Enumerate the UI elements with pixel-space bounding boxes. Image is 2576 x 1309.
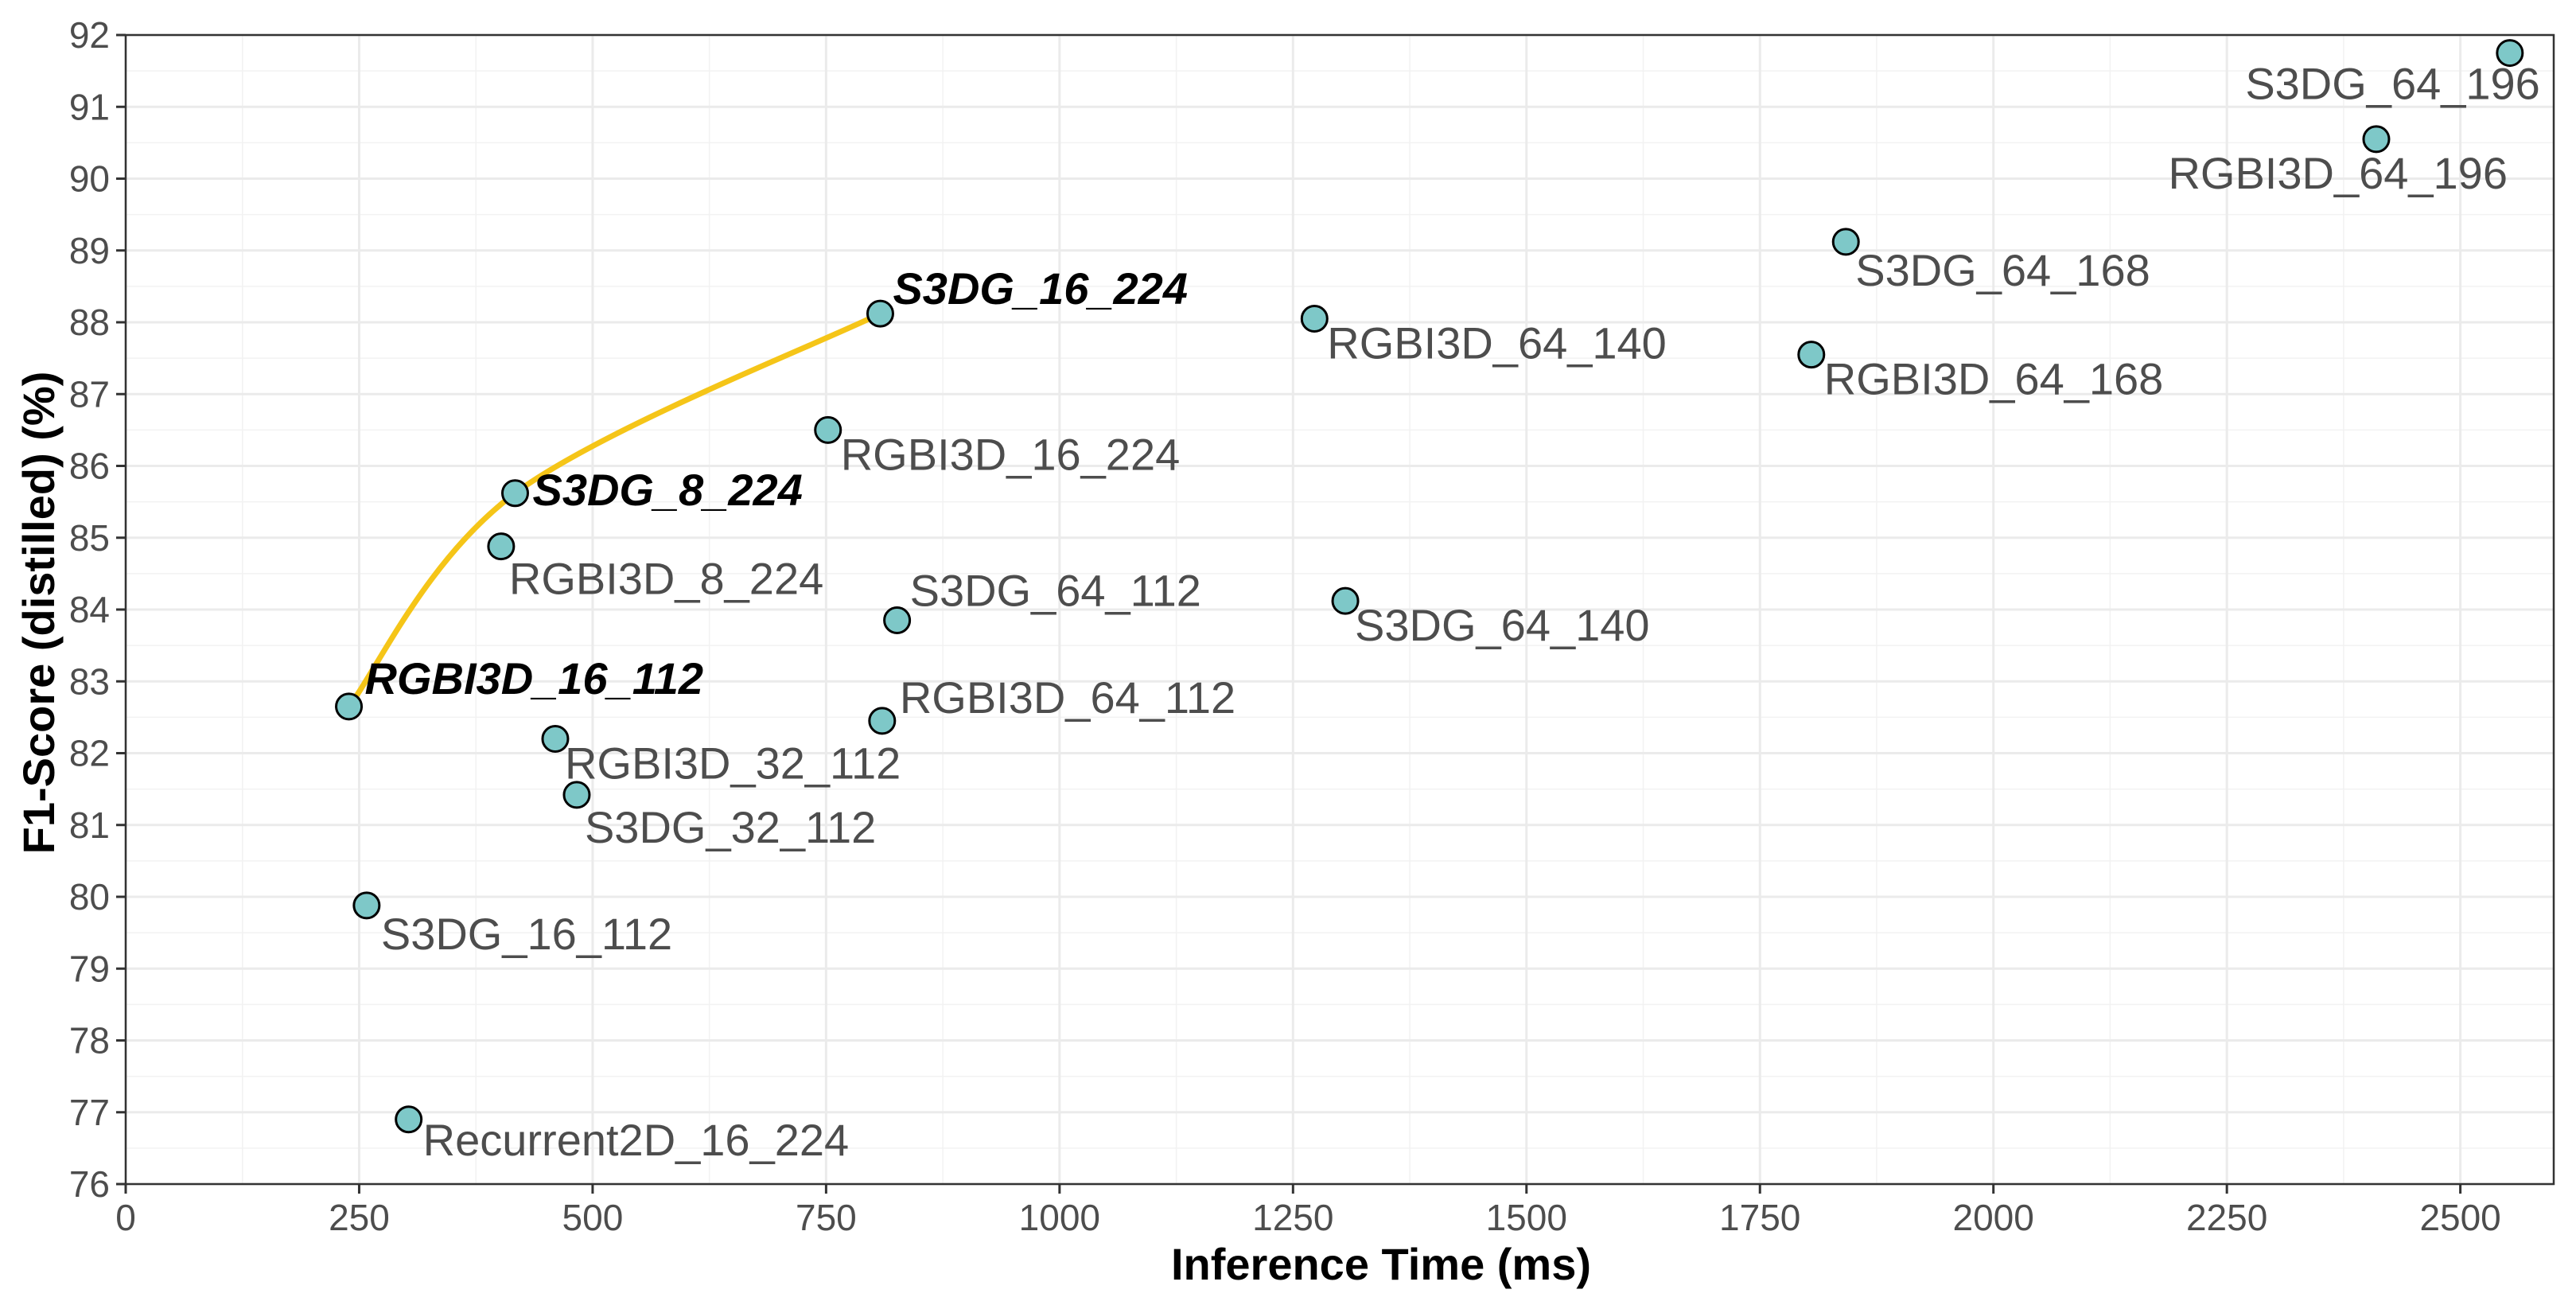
point-label: RGBI3D_64_196 [2168, 148, 2508, 198]
point-label: RGBI3D_32_112 [565, 738, 901, 788]
data-point [335, 692, 364, 721]
y-tick-label: 83 [69, 660, 110, 702]
data-point [1300, 304, 1329, 333]
y-tick-label: 79 [69, 948, 110, 989]
data-point [541, 724, 570, 753]
y-tick-label: 88 [69, 302, 110, 343]
y-tick-label: 91 [69, 86, 110, 127]
y-tick-label: 78 [69, 1020, 110, 1062]
y-tick-label: 84 [69, 589, 110, 630]
point-label: RGBI3D_16_224 [841, 429, 1181, 479]
data-point [868, 707, 897, 735]
y-tick-label: 90 [69, 158, 110, 200]
y-tick-label: 81 [69, 804, 110, 846]
point-label: S3DG_16_224 [893, 263, 1188, 314]
point-label: RGBI3D_8_224 [509, 554, 823, 604]
x-tick-label: 2250 [2186, 1197, 2267, 1238]
x-tick-label: 2000 [1953, 1197, 2034, 1238]
y-axis-title: F1-Score (distilled) (%) [14, 372, 64, 855]
x-tick-label: 500 [562, 1197, 624, 1238]
y-tick-label: 77 [69, 1092, 110, 1133]
data-point [1797, 341, 1826, 369]
y-tick-label: 82 [69, 733, 110, 774]
point-label: RGBI3D_16_112 [365, 653, 703, 703]
y-tick-label: 80 [69, 876, 110, 917]
data-point [352, 891, 381, 920]
x-axis-title: Inference Time (ms) [1171, 1239, 1591, 1289]
point-label: S3DG_32_112 [585, 802, 876, 852]
x-tick-label: 1250 [1252, 1197, 1333, 1238]
point-labels: S3DG_64_196 RGBI3D_64_196 S3DG_64_168 RGBI3… [365, 59, 2540, 1165]
point-label: S3DG_64_140 [1355, 600, 1650, 650]
data-point [2496, 39, 2524, 68]
frontier-layer [346, 311, 882, 708]
x-tick-label: 2500 [2419, 1197, 2500, 1238]
data-point [814, 415, 842, 444]
x-tick-label: 250 [329, 1197, 390, 1238]
point-label: RGBI3D_64_140 [1327, 318, 1667, 368]
data-point [2362, 125, 2391, 154]
y-tick-label: 92 [69, 14, 110, 56]
data-point [1331, 586, 1360, 615]
data-points [335, 39, 2524, 1134]
x-tick-label: 1500 [1486, 1197, 1567, 1238]
data-point [883, 606, 912, 635]
y-tick-label: 87 [69, 373, 110, 415]
point-label: S3DG_16_112 [381, 909, 672, 959]
y-tick-label: 89 [69, 230, 110, 271]
data-point [500, 479, 529, 508]
data-point [866, 299, 894, 328]
point-label: RGBI3D_64_112 [900, 672, 1235, 723]
y-tick-label: 85 [69, 517, 110, 559]
x-tick-label: 1000 [1019, 1197, 1100, 1238]
point-label: RGBI3D_64_168 [1824, 354, 2164, 404]
y-tick-label: 86 [69, 446, 110, 487]
data-point [395, 1105, 423, 1134]
data-point [562, 781, 591, 809]
point-label: Recurrent2D_16_224 [423, 1115, 849, 1165]
x-tick-label: 750 [796, 1197, 857, 1238]
point-label: S3DG_64_168 [1855, 245, 2150, 295]
axes: 0 250 500 750 1000 1250 1500 1750 2000 2250 2500 76… [69, 14, 2555, 1238]
data-point [1831, 228, 1860, 256]
y-tick-label: 76 [69, 1163, 110, 1205]
pareto-frontier-line [346, 311, 882, 708]
data-point [487, 532, 516, 561]
x-tick-label: 1750 [1719, 1197, 1800, 1238]
point-label: S3DG_64_196 [2245, 59, 2540, 109]
x-tick-label: 0 [115, 1197, 136, 1238]
point-label: S3DG_64_112 [910, 566, 1201, 616]
point-label: S3DG_8_224 [532, 465, 802, 515]
